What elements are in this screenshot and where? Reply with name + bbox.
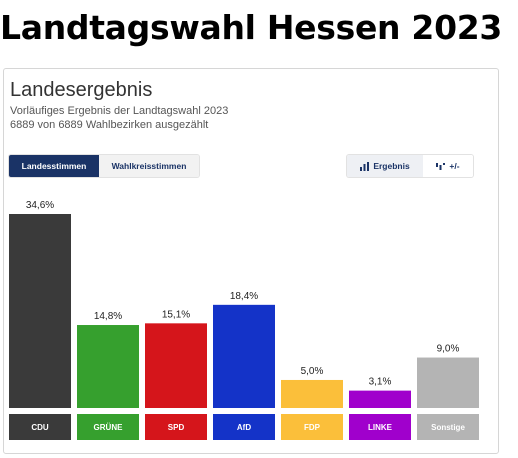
vote-type-tabs: Landesstimmen Wahlkreisstimmen (9, 155, 199, 177)
bar-afd[interactable] (213, 304, 275, 408)
category-chip-afd (213, 414, 275, 440)
value-label-cdu: 34,6% (26, 200, 54, 211)
category-label-grüne: GRÜNE (94, 423, 124, 432)
category-label-cdu: CDU (31, 423, 49, 432)
value-label-afd: 18,4% (230, 291, 258, 302)
view-ergebnis-button[interactable]: Ergebnis (347, 155, 423, 177)
card-subtitle: Vorläufiges Ergebnis der Landtagswahl 20… (10, 105, 229, 117)
card-title: Landesergebnis (10, 79, 153, 101)
diff-chart-icon (436, 162, 446, 170)
category-chip-sonstige (417, 414, 479, 440)
category-label-sonstige: Sonstige (431, 423, 465, 432)
value-label-fdp: 5,0% (301, 366, 324, 377)
view-toggle: Ergebnis +/- (347, 155, 473, 177)
district-count: 6889 von 6889 Wahlbezirken ausgezählt (10, 119, 209, 131)
category-chip-cdu (9, 414, 71, 440)
bar-fdp[interactable] (281, 379, 343, 408)
category-label-afd: AfD (237, 423, 251, 432)
category-chip-fdp (281, 414, 343, 440)
view-ergebnis-label: Ergebnis (373, 161, 410, 171)
category-label-linke: LINKE (368, 423, 393, 432)
view-diff-label: +/- (449, 161, 460, 171)
bar-chart-icon (360, 161, 370, 171)
headline: Landtagswahl Hessen 2023 (0, 8, 503, 47)
value-label-grüne: 14,8% (94, 311, 122, 322)
view-diff-button[interactable]: +/- (423, 155, 473, 177)
category-label-fdp: FDP (304, 423, 321, 432)
value-label-sonstige: 9,0% (437, 344, 460, 355)
bar-spd[interactable] (145, 323, 207, 408)
bar-sonstige[interactable] (417, 357, 479, 408)
tab-landesstimmen[interactable]: Landesstimmen (9, 155, 99, 177)
bar-linke[interactable] (349, 390, 411, 408)
value-label-linke: 3,1% (369, 377, 392, 388)
bar-cdu[interactable] (9, 214, 71, 408)
category-chip-spd (145, 414, 207, 440)
tab-wahlkreisstimmen[interactable]: Wahlkreisstimmen (99, 155, 199, 177)
value-label-spd: 15,1% (162, 309, 190, 320)
bar-grüne[interactable] (77, 325, 139, 408)
category-label-spd: SPD (168, 423, 185, 432)
category-chip-linke (349, 414, 411, 440)
category-chip-grüne (77, 414, 139, 440)
